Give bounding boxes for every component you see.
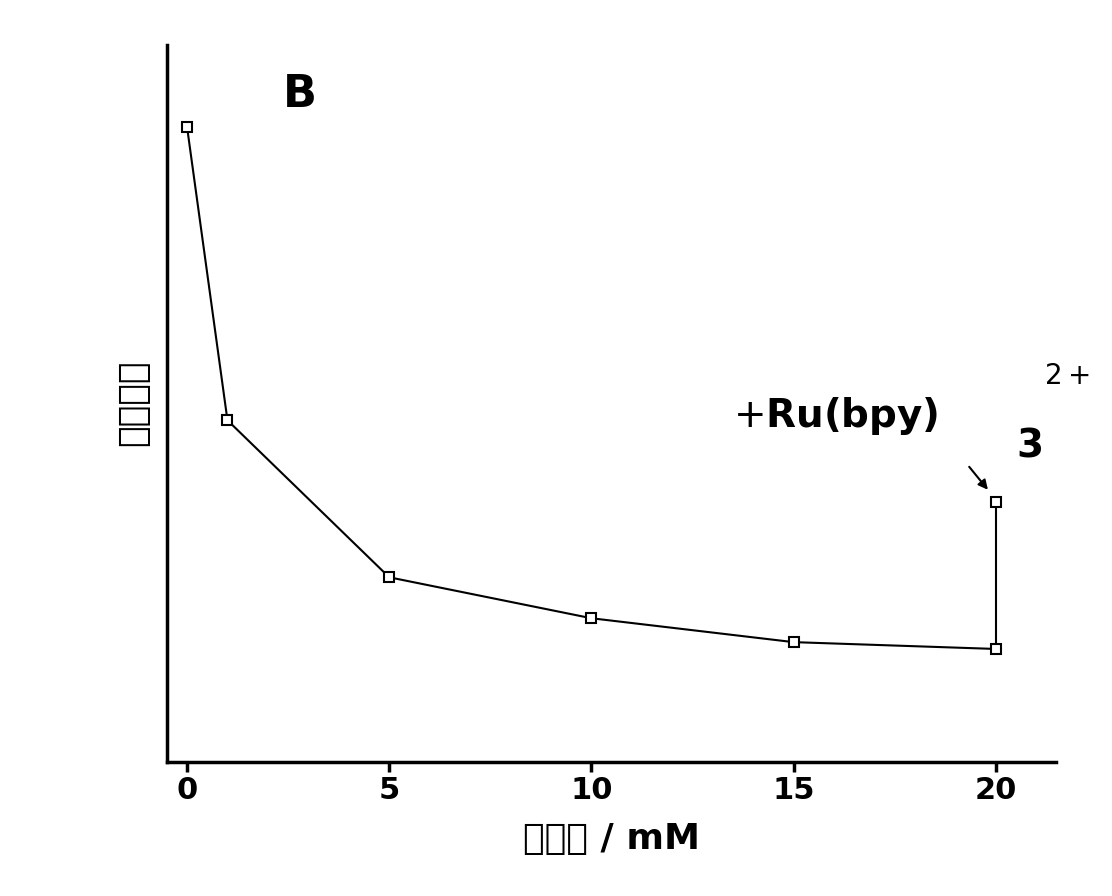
Text: $\mathdefault{+ }$$\bf{Ru(bpy)}$: $\mathdefault{+ }$$\bf{Ru(bpy)}$	[733, 395, 939, 437]
Text: B: B	[282, 73, 317, 116]
Text: $\mathbf{3}$: $\mathbf{3}$	[1016, 426, 1042, 465]
Y-axis label: 发光信号: 发光信号	[116, 360, 150, 446]
Text: $\mathdefault{2+}$: $\mathdefault{2+}$	[1044, 362, 1090, 390]
X-axis label: 鲁米诺 / mM: 鲁米诺 / mM	[523, 822, 701, 856]
